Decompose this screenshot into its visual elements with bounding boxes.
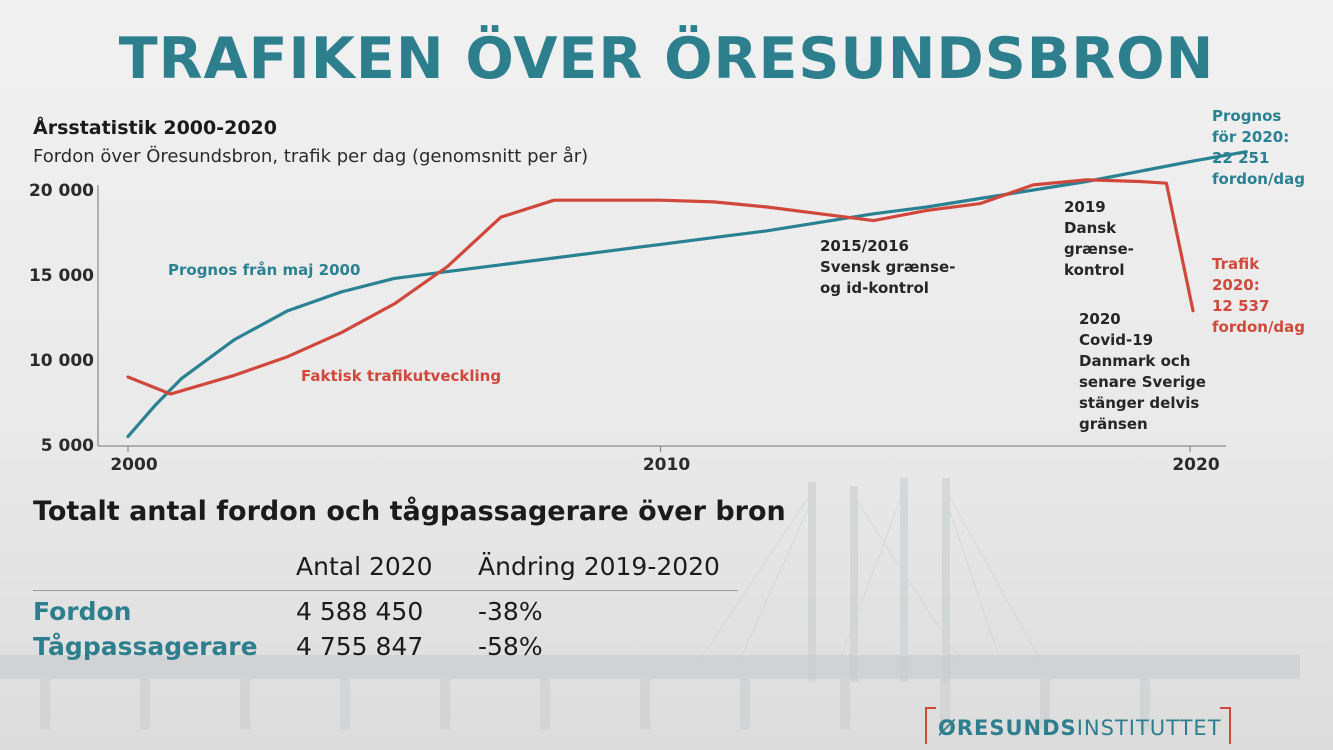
column-header-count: Antal 2020 bbox=[296, 552, 433, 581]
series-line-1 bbox=[126, 178, 1195, 396]
y-tick-label-1: 10 000 bbox=[29, 351, 94, 371]
annotation-covid-2020: 2020 Covid-19 Danmark och senare Sverige… bbox=[1079, 310, 1206, 433]
table-title: Totalt antal fordon och tågpassagerare ö… bbox=[33, 496, 786, 527]
x-tick-label-1: 2010 bbox=[643, 455, 690, 475]
annotation-forecast-2020: Prognos för 2020: 22 251 fordon/dag bbox=[1212, 107, 1306, 188]
table-cell-train-count: 4 755 847 bbox=[296, 632, 424, 661]
table-row-label-train-passengers: Tågpassagerare bbox=[33, 632, 258, 661]
y-tick-label-3: 20 000 bbox=[29, 181, 94, 201]
annotation-border-control-2015: 2015/2016 Svensk grænse- og id-kontrol bbox=[820, 237, 956, 297]
chart-subtitle: Fordon över Öresundsbron, trafik per dag… bbox=[33, 146, 589, 167]
page-title: TRAFIKEN ÖVER ÖRESUNDSBRON bbox=[118, 26, 1215, 92]
table-cell-vehicles-change: -38% bbox=[478, 597, 543, 626]
annotation-border-control-2019: 2019 Dansk grænse- kontrol bbox=[1064, 198, 1134, 279]
oresundsinstituttet-logo: ØRESUNDSINSTITUTTET bbox=[922, 706, 1234, 746]
column-header-change: Ändring 2019-2020 bbox=[478, 552, 720, 581]
y-tick-label-0: 5 000 bbox=[41, 436, 94, 456]
table-cell-vehicles-count: 4 588 450 bbox=[296, 597, 424, 626]
logo-text-part1: ØRESUNDS bbox=[938, 716, 1077, 740]
logo-text-part2: INSTITUTTET bbox=[1076, 716, 1222, 740]
series-label-0: Prognos från maj 2000 bbox=[168, 261, 360, 279]
table-header-divider bbox=[33, 590, 738, 591]
table-cell-train-change: -58% bbox=[478, 632, 543, 661]
x-tick-label-2: 2020 bbox=[1172, 455, 1219, 475]
x-tick-label-0: 2000 bbox=[110, 455, 157, 475]
table-row-label-vehicles: Fordon bbox=[33, 597, 132, 626]
y-tick-label-2: 15 000 bbox=[29, 266, 94, 286]
annotation-traffic-2020: Trafik 2020: 12 537 fordon/dag bbox=[1212, 255, 1306, 336]
series-label-1: Faktisk trafikutveckling bbox=[301, 367, 501, 385]
chart-title: Årsstatistik 2000-2020 bbox=[33, 117, 277, 139]
series-line-0 bbox=[126, 150, 1248, 439]
